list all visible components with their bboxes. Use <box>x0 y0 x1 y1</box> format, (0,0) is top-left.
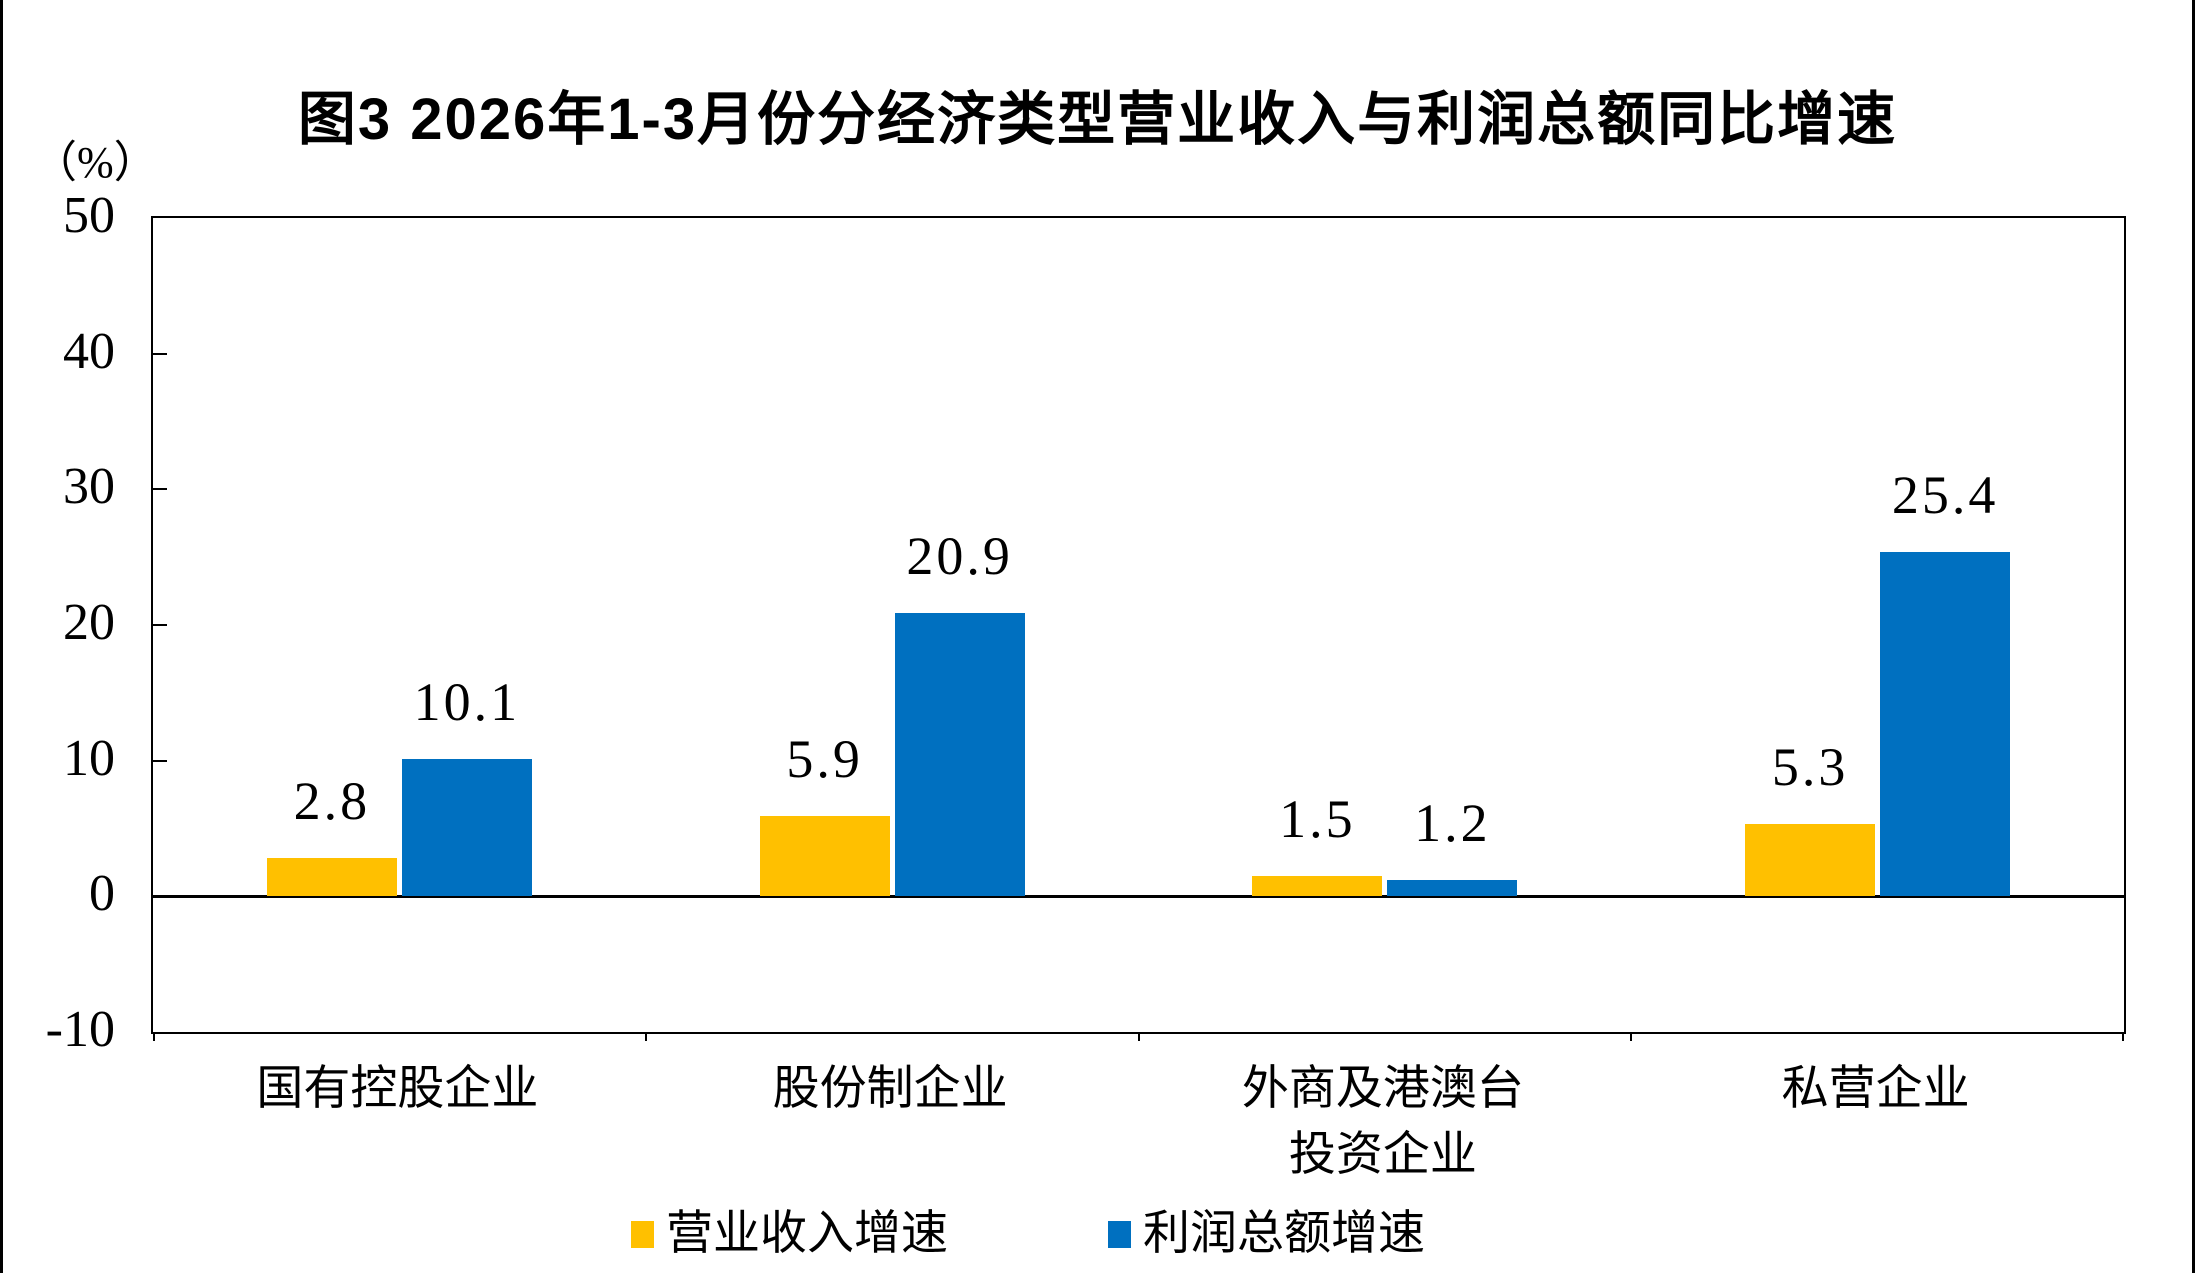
y-tick-mark <box>153 488 167 491</box>
bar-value-label: 20.9 <box>906 525 1013 586</box>
zero-axis-line <box>153 894 2124 898</box>
legend-swatch-icon <box>631 1220 654 1248</box>
bar-利润总额增速-股份制企业 <box>894 612 1025 897</box>
bar-value-label: 1.5 <box>1279 788 1356 849</box>
y-tick-label: 10 <box>63 729 115 787</box>
y-tick-mark <box>153 759 167 762</box>
y-tick-mark <box>153 624 167 626</box>
bar-营业收入增速-私营企业 <box>1745 824 1876 897</box>
legend-label: 营业收入增速 <box>666 1208 948 1260</box>
bar-营业收入增速-外商及港澳台投资企业 <box>1252 875 1383 897</box>
bar-value-label: 5.3 <box>1771 737 1849 798</box>
bar-value-label: 10.1 <box>413 672 521 733</box>
legend: 营业收入增速 利润总额增速 <box>3 1206 2053 1262</box>
y-tick-label: 50 <box>63 187 115 244</box>
y-axis-unit-label: （%） <box>33 138 158 187</box>
legend-swatch-icon <box>1108 1220 1131 1248</box>
bar-利润总额增速-外商及港澳台投资企业 <box>1387 880 1518 897</box>
y-tick-label: 30 <box>63 458 115 516</box>
bar-利润总额增速-国有控股企业 <box>401 759 532 897</box>
chart-title: 图3 2026年1-3月份分经济类型营业收入与利润总额同比增速 <box>297 87 1898 152</box>
bar-value-label: 1.2 <box>1414 793 1491 854</box>
legend-item: 营业收入增速 <box>631 1206 948 1262</box>
y-tick-mark <box>153 352 167 355</box>
bar-value-label: 25.4 <box>1891 464 1999 525</box>
y-tick-label: 40 <box>63 322 115 380</box>
x-category-label: 外商及港澳台 投资企业 <box>1241 1063 1524 1181</box>
plot-area: 2.8 5.9 1.5 5.3 10.1 20.9 1.2 25.4 <box>151 216 2126 1041</box>
y-tick-label: 0 <box>89 865 115 923</box>
y-tick-label: -10 <box>45 1001 115 1058</box>
x-tick-mark <box>153 1032 155 1041</box>
bar-营业收入增速-股份制企业 <box>759 816 890 897</box>
legend-item: 利润总额增速 <box>1108 1206 1425 1262</box>
x-category-label: 股份制企业 <box>772 1063 1008 1115</box>
x-tick-mark <box>644 1032 647 1041</box>
x-category-label: 国有控股企业 <box>256 1063 539 1115</box>
x-tick-mark <box>1630 1032 1633 1041</box>
bar-value-label: 5.9 <box>786 729 863 790</box>
x-tick-mark <box>1137 1032 1140 1041</box>
x-category-label: 私营企业 <box>1781 1063 1970 1115</box>
bar-利润总额增速-私营企业 <box>1880 551 2011 897</box>
bar-营业收入增速-国有控股企业 <box>266 858 397 897</box>
x-tick-mark <box>2122 1032 2124 1041</box>
y-tick-label: 20 <box>63 594 115 651</box>
bar-value-label: 2.8 <box>293 771 371 832</box>
legend-label: 利润总额增速 <box>1143 1208 1425 1260</box>
